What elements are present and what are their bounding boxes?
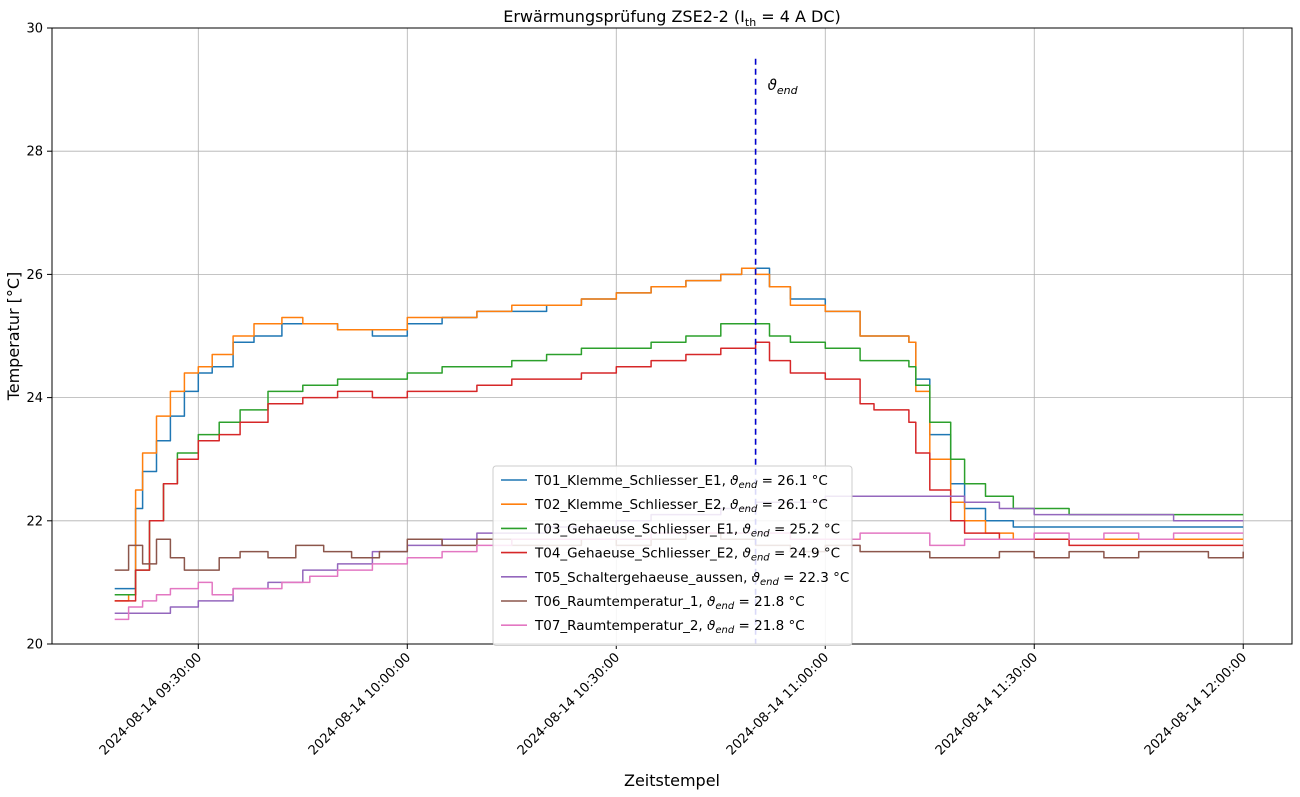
legend-entry: T04_Gehaeuse_Schliesser_E2, ϑend = 24.9 … bbox=[534, 546, 840, 564]
series-line-T02_Klemme_Schliesser_E2 bbox=[114, 267, 1244, 602]
y-axis-label: Temperatur [°C] bbox=[4, 272, 23, 402]
legend-entry: T05_Schaltergehaeuse_aussen, ϑend = 22.3… bbox=[534, 570, 849, 588]
series-line-T04_Gehaeuse_Schliesser_E2 bbox=[114, 341, 1244, 602]
y-tick-label: 30 bbox=[26, 22, 43, 37]
y-tick-label: 26 bbox=[26, 268, 43, 283]
x-tick-label: 2024-08-14 09:30:00 bbox=[97, 650, 205, 758]
y-tick-label: 22 bbox=[26, 514, 43, 529]
x-tick-label: 2024-08-14 10:00:00 bbox=[306, 650, 414, 758]
title-main: Erwärmungsprüfung ZSE2-2 (I bbox=[503, 7, 745, 26]
x-tick-label: 2024-08-14 11:00:00 bbox=[724, 650, 832, 758]
legend: T01_Klemme_Schliesser_E1, ϑend = 26.1 °C… bbox=[492, 465, 853, 646]
x-axis-ticks: 2024-08-14 09:30:00 2024-08-14 10:00:00 20… bbox=[97, 644, 1250, 758]
legend-box bbox=[492, 465, 853, 646]
y-axis-ticks: 20 22 24 26 28 30 bbox=[26, 22, 52, 653]
legend-entry: T01_Klemme_Schliesser_E1, ϑend = 26.1 °C bbox=[534, 473, 828, 491]
x-tick-label: 2024-08-14 12:00:00 bbox=[1142, 650, 1250, 758]
chart-title: Erwärmungsprüfung ZSE2-2 (Ith = 4 A DC) bbox=[503, 7, 841, 29]
y-tick-label: 20 bbox=[26, 638, 43, 653]
title-subscript: th bbox=[745, 16, 756, 29]
y-tick-label: 28 bbox=[26, 145, 43, 160]
x-axis-label: Zeitstempel bbox=[624, 771, 720, 790]
title-tail: = 4 A DC) bbox=[756, 7, 841, 26]
legend-entry: T07_Raumtemperatur_2, ϑend = 21.8 °C bbox=[534, 618, 805, 636]
end-marker: ϑend bbox=[754, 58, 799, 644]
legend-entry: T06_Raumtemperatur_1, ϑend = 21.8 °C bbox=[534, 594, 805, 612]
y-tick-label: 24 bbox=[26, 391, 43, 406]
x-tick-label: 2024-08-14 11:30:00 bbox=[933, 650, 1041, 758]
legend-entry: T02_Klemme_Schliesser_E2, ϑend = 26.1 °C bbox=[534, 497, 828, 515]
series-line-T03_Gehaeuse_Schliesser_E1 bbox=[114, 322, 1244, 596]
end-marker-label: ϑend bbox=[768, 76, 799, 97]
legend-entry: T03_Gehaeuse_Schliesser_E1, ϑend = 25.2 … bbox=[534, 521, 840, 539]
x-tick-label: 2024-08-14 10:30:00 bbox=[515, 650, 623, 758]
